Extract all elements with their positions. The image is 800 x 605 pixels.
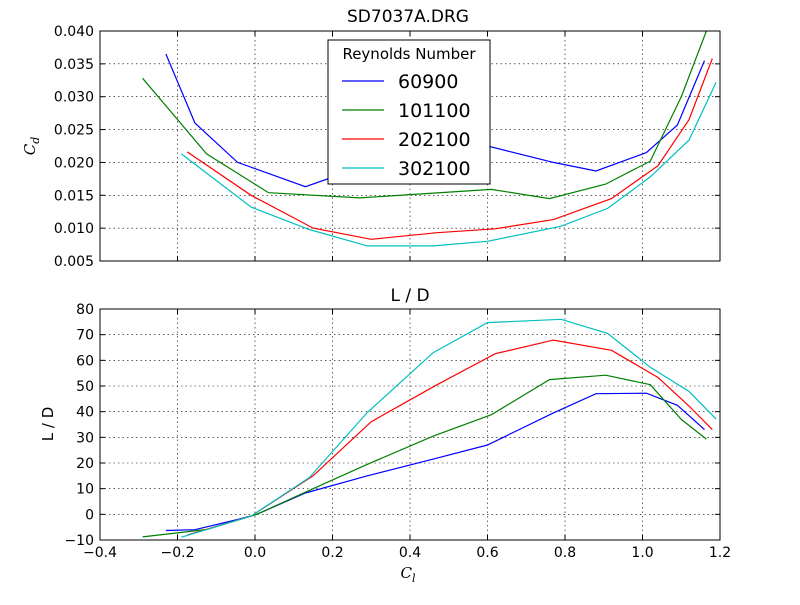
ld-panel-ytick-label: 80 [76, 302, 94, 318]
ld-panel-ytick-label: 60 [76, 353, 94, 369]
ld-panel-xtick-label: −0.2 [161, 545, 195, 561]
drag-panel-ytick-label: 0.015 [54, 188, 94, 204]
ld-panel-xlabel-subscript: l [412, 572, 416, 585]
ld-panel-xtick-label: 0.6 [476, 545, 498, 561]
drag-series-101100 [142, 31, 707, 200]
legend: Reynolds Number 60900 101100 202100 302100 [327, 39, 491, 185]
drag-panel-ytick-label: 0.010 [54, 221, 94, 237]
drag-panel-ticks: 0.005 0.010 0.015 0.020 0.025 0.030 0.035 0.040 [54, 24, 721, 270]
ld-panel-title: L / D [390, 286, 429, 306]
drag-panel-ytick-label: 0.020 [54, 155, 94, 171]
ld-panel-series [142, 318, 717, 538]
drag-panel-ylabel: Cd [21, 137, 42, 156]
ld-panel-xtick-label: 0.8 [554, 545, 576, 561]
ld-panel-ytick-label: −10 [64, 533, 94, 549]
ld-panel-ylabel: L / D [39, 407, 57, 442]
ld-panel-xtick-label: −0.4 [83, 545, 117, 561]
drag-series-302100 [181, 82, 717, 247]
ld-panel-ticks: −0.4 −0.2 0.0 0.2 0.4 0.6 0.8 1.0 1.2 −10 0 10 20 30 4… [64, 302, 731, 561]
drag-panel-ytick-label: 0.035 [54, 57, 94, 73]
ld-panel-xlabel: Cl [400, 564, 415, 585]
legend-label-202100: 202100 [398, 129, 471, 151]
ld-panel-ytick-label: 40 [76, 405, 94, 421]
drag-panel-ytick-label: 0.040 [54, 24, 94, 40]
ld-panel-ytick-label: 70 [76, 328, 94, 344]
ld-panel-xtick-label: 0.4 [399, 545, 421, 561]
drag-panel-ylabel-subscript: d [29, 137, 42, 144]
drag-panel-ytick-label: 0.025 [54, 123, 94, 139]
ld-panel-ytick-label: 20 [76, 456, 94, 472]
legend-label-101100: 101100 [398, 100, 471, 122]
legend-title: Reynolds Number [342, 45, 476, 63]
drag-panel-title: SD7037A.DRG [347, 7, 469, 27]
ld-panel-xtick-label: 1.2 [709, 545, 731, 561]
ld-panel-ytick-label: 30 [76, 430, 94, 446]
ld-panel-ytick-label: 50 [76, 379, 94, 395]
drag-panel-ylabel-main: C [21, 143, 39, 155]
ld-panel-xlabel-main: C [400, 564, 412, 582]
drag-panel-ytick-label: 0.030 [54, 90, 94, 106]
drag-coefficient-panel: SD7037A.DRG 0.0050.0100.0150.0200.0250.0… [21, 7, 721, 270]
drag-panel-ytick-label: 0.005 [54, 254, 94, 270]
drag-series-202100 [186, 58, 713, 240]
legend-label-60900: 60900 [398, 71, 458, 93]
ld-panel-ytick-label: 10 [76, 482, 94, 498]
lift-drag-ratio-panel: L / D −0.4 −0.2 0.0 0.2 0.4 0.6 0.8 1.0 1.2 −10 0 1… [39, 286, 731, 585]
ld-series-302100 [181, 318, 717, 538]
ld-panel-ytick-label: 0 [85, 507, 94, 523]
legend-label-302100: 302100 [398, 158, 471, 180]
ld-panel-xtick-label: 0.2 [321, 545, 343, 561]
ld-panel-xtick-label: 1.0 [631, 545, 653, 561]
ld-panel-xtick-label: 0.0 [244, 545, 266, 561]
legend-box [327, 39, 491, 185]
legend-entries: 60900 101100 202100 302100 [342, 71, 471, 180]
